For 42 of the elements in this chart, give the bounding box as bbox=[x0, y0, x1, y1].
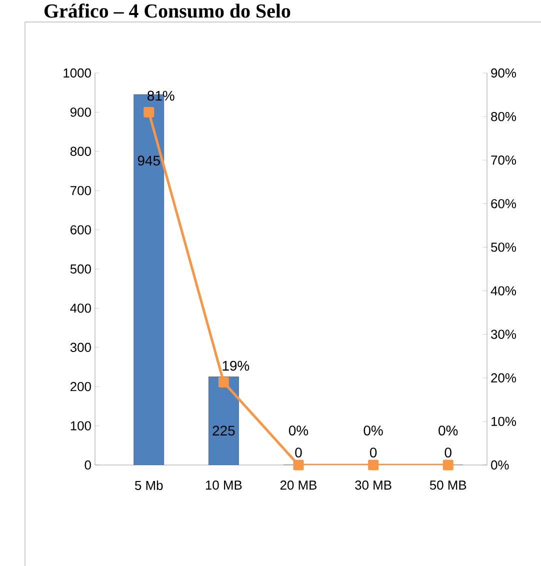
y-tick-label: 900 bbox=[70, 108, 91, 117]
y-tick-label: 200 bbox=[70, 382, 91, 392]
y-tick-label: 0 bbox=[84, 460, 91, 470]
point bbox=[293, 460, 304, 470]
y2-tick-label: 0% bbox=[491, 460, 509, 470]
data-label: 19% bbox=[222, 360, 250, 371]
point bbox=[442, 460, 454, 470]
y2-tick-label: 50% bbox=[491, 242, 516, 252]
point bbox=[218, 376, 229, 388]
data-label: 0 bbox=[370, 448, 377, 458]
data-label: 225 bbox=[212, 426, 235, 436]
data-label: 0% bbox=[438, 426, 458, 436]
y2-tick-label: 90% bbox=[491, 68, 516, 78]
data-label: 0% bbox=[288, 426, 308, 436]
point bbox=[368, 460, 379, 470]
x-tick-label: 30 MB bbox=[355, 480, 392, 490]
y2-tick-label: 40% bbox=[490, 286, 516, 296]
y-tick-label: 800 bbox=[70, 146, 91, 156]
y2-tick-label: 30% bbox=[491, 330, 516, 339]
y2-tick-label: 80% bbox=[491, 112, 516, 122]
data-label: 0 bbox=[444, 448, 452, 458]
data-label: 81% bbox=[148, 90, 174, 101]
point bbox=[144, 106, 154, 118]
x-tick-label: 10 MB bbox=[206, 480, 242, 490]
data-label: 0% bbox=[364, 426, 383, 436]
x-tick-label: 20 MB bbox=[280, 480, 316, 490]
data-label: 945 bbox=[138, 156, 160, 166]
y-tick-label: 400 bbox=[70, 304, 91, 313]
y-tick-label: 500 bbox=[70, 264, 91, 274]
y-tick-label: 100 bbox=[70, 421, 91, 430]
data-label: 0 bbox=[295, 448, 302, 458]
y-tick-label: 300 bbox=[70, 342, 91, 352]
y-tick-label: 1000 bbox=[64, 68, 91, 78]
y2-tick-label: 60% bbox=[491, 199, 516, 208]
y-tick-label: 700 bbox=[70, 186, 91, 196]
x-tick-label: 5 Mb bbox=[134, 480, 163, 490]
chart-title: Gráfico – 4 Consumo do Selo bbox=[44, 4, 290, 18]
y2-tick-label: 70% bbox=[491, 156, 516, 165]
x-tick-label: 50 MB bbox=[430, 480, 466, 490]
y2-tick-label: 10% bbox=[492, 416, 516, 426]
y2-tick-label: 20% bbox=[491, 373, 516, 382]
y-tick-label: 600 bbox=[70, 225, 91, 234]
